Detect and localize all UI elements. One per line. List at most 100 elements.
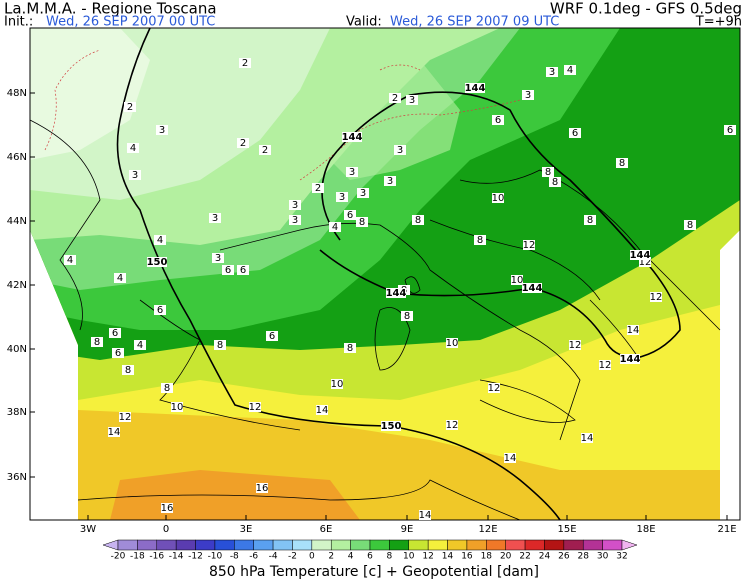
temperature-label: 4	[137, 340, 143, 351]
label-bg	[522, 283, 542, 293]
label-bg	[401, 311, 413, 321]
colorbar-box	[408, 539, 429, 551]
colorbar-label: -14	[169, 552, 184, 562]
label-bg	[549, 177, 561, 187]
label-bg	[616, 158, 628, 168]
lat-label: 38N	[7, 407, 27, 418]
lon-label: 3E	[240, 524, 253, 535]
label-bg	[249, 402, 261, 412]
colorbar-label: -18	[130, 552, 145, 562]
geopotential-label: 144	[386, 288, 407, 299]
colorbar-box	[524, 539, 545, 551]
temperature-label: 2	[262, 145, 268, 156]
temperature-label: 3	[339, 192, 345, 203]
label-bg	[650, 292, 662, 302]
label-bg	[316, 405, 328, 415]
temperature-label: 3	[132, 170, 138, 181]
lat-label: 46N	[7, 152, 27, 163]
colorbar: -20 -18 -16 -14 -12 -10 -8 -6 -4 -2 0 2 4 6 8 10 12 14 16 1…	[102, 539, 638, 562]
map-frame	[29, 27, 741, 521]
title-left: La.M.M.A. - Regione Toscana	[4, 0, 217, 18]
label-bg	[214, 340, 226, 350]
temperature-label: 6	[495, 115, 501, 126]
temperature-label: 14	[627, 325, 640, 336]
label-bg	[511, 275, 523, 285]
label-bg	[344, 343, 356, 353]
label-bg	[222, 265, 234, 275]
temperature-label: 2	[242, 58, 248, 69]
colorbar-box	[563, 539, 584, 551]
temperature-label: 4	[130, 143, 136, 154]
temperature-label: 4	[332, 222, 338, 233]
temperature-label: 4	[567, 65, 573, 76]
temperature-label: 14	[419, 510, 432, 521]
temperature-label: 6	[347, 210, 353, 221]
colorbar-box	[117, 539, 138, 551]
lon-label: 12E	[478, 524, 497, 535]
label-bg	[161, 383, 173, 393]
label-bg	[569, 340, 581, 350]
colorbar-label: 12	[422, 552, 433, 562]
label-bg	[256, 483, 268, 493]
geopotential-contours	[116, 27, 681, 521]
colorbar-label: 10	[403, 552, 415, 562]
temperature-label: 8	[545, 167, 551, 178]
temperature-label: 6	[727, 125, 733, 136]
temperature-label: 3	[360, 188, 366, 199]
temperature-label: 8	[404, 311, 410, 322]
temperature-label: 12	[639, 257, 652, 268]
colorbar-box	[175, 539, 196, 551]
map-labels: 48N 46N 44N 42N 40N 38N 36N 3W 0 3E 6E 9E 12E 15E 18E 2…	[7, 58, 737, 535]
colorbar-box	[447, 539, 468, 551]
temperature-label: 8	[94, 337, 100, 348]
label-bg	[584, 215, 596, 225]
temperature-label: 10	[331, 379, 344, 390]
label-bg	[446, 420, 458, 430]
colorbar-label: 14	[442, 552, 454, 562]
label-bg	[127, 143, 139, 153]
temperature-label: 2	[315, 183, 321, 194]
label-bg	[504, 453, 516, 463]
colorbar-low	[102, 539, 119, 551]
label-bg	[64, 255, 76, 265]
temperature-label: 16	[256, 483, 269, 494]
colorbar-label: 20	[500, 552, 512, 562]
label-bg	[465, 83, 485, 93]
label-bg	[114, 273, 126, 283]
temperature-label: 3	[215, 253, 221, 264]
label-bg	[154, 305, 166, 315]
temperature-label: 12	[650, 292, 663, 303]
label-bg	[108, 427, 120, 437]
temperature-label: 10	[492, 193, 505, 204]
terrain-contours	[44, 49, 521, 181]
temperature-label: 16	[161, 503, 174, 514]
label-bg	[344, 210, 356, 220]
colorbar-box	[311, 539, 332, 551]
temperature-label: 2	[127, 102, 133, 113]
temperature-label: 6	[240, 265, 246, 276]
label-bg	[259, 145, 271, 155]
label-bg	[119, 412, 131, 422]
temperature-label: 12	[488, 383, 501, 394]
temperature-label: 3	[387, 176, 393, 187]
colorbar-box	[195, 539, 216, 551]
temperature-label: 8	[125, 365, 131, 376]
label-bg	[147, 257, 167, 267]
temperature-label: 4	[157, 235, 163, 246]
colorbar-box	[156, 539, 177, 551]
label-bg	[684, 220, 696, 230]
colorbar-box	[582, 539, 603, 551]
label-bg	[237, 265, 249, 275]
label-bg	[109, 328, 121, 338]
label-bg	[412, 215, 424, 225]
label-bg	[112, 348, 124, 358]
lat-label: 36N	[7, 472, 27, 483]
init-label: Init.:	[4, 15, 33, 30]
temperature-label: 8	[359, 217, 365, 228]
temperature-label: 14	[316, 405, 329, 416]
temperature-label: 6	[269, 331, 275, 342]
label-bg	[406, 95, 418, 105]
lon-label: 21E	[717, 524, 736, 535]
colorbar-label: 28	[578, 552, 590, 562]
